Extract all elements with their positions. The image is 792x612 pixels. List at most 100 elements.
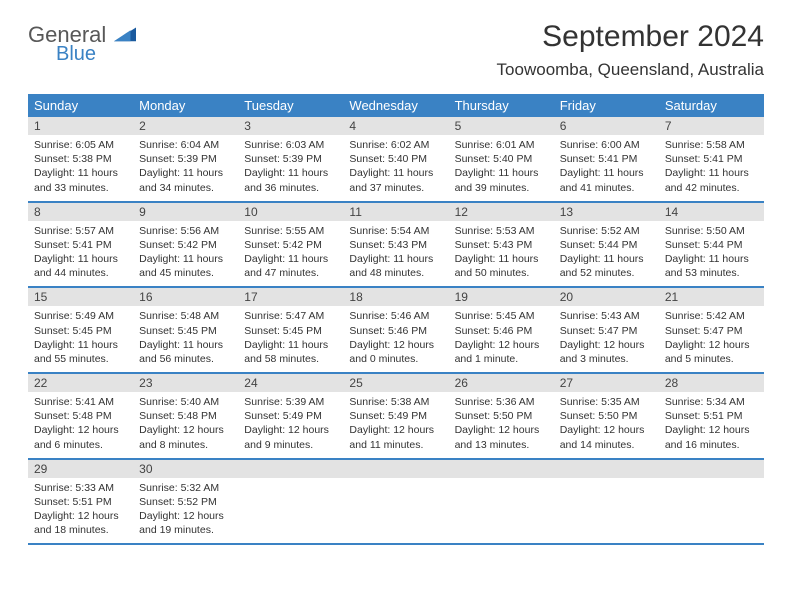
day-body: Sunrise: 5:41 AMSunset: 5:48 PMDaylight:… xyxy=(28,392,133,458)
day-body-empty xyxy=(449,478,554,536)
day-body: Sunrise: 5:48 AMSunset: 5:45 PMDaylight:… xyxy=(133,306,238,372)
day-body: Sunrise: 5:52 AMSunset: 5:44 PMDaylight:… xyxy=(554,221,659,287)
sunrise-line: Sunrise: 5:38 AM xyxy=(349,395,442,409)
sunrise-line: Sunrise: 5:46 AM xyxy=(349,309,442,323)
calendar-cell: 10Sunrise: 5:55 AMSunset: 5:42 PMDayligh… xyxy=(238,202,343,288)
sunrise-line: Sunrise: 5:39 AM xyxy=(244,395,337,409)
daylight-line-2: and 53 minutes. xyxy=(665,266,758,280)
sunrise-line: Sunrise: 6:01 AM xyxy=(455,138,548,152)
day-body: Sunrise: 5:34 AMSunset: 5:51 PMDaylight:… xyxy=(659,392,764,458)
day-number: 17 xyxy=(238,288,343,306)
day-number: 2 xyxy=(133,117,238,135)
daylight-line-1: Daylight: 11 hours xyxy=(349,166,442,180)
day-number: 18 xyxy=(343,288,448,306)
daylight-line-1: Daylight: 12 hours xyxy=(665,338,758,352)
daylight-line-2: and 34 minutes. xyxy=(139,181,232,195)
day-number-empty xyxy=(449,460,554,478)
daylight-line-1: Daylight: 12 hours xyxy=(455,338,548,352)
week-row: 8Sunrise: 5:57 AMSunset: 5:41 PMDaylight… xyxy=(28,202,764,288)
day-number: 12 xyxy=(449,203,554,221)
day-number: 21 xyxy=(659,288,764,306)
daylight-line-1: Daylight: 11 hours xyxy=(665,252,758,266)
day-body: Sunrise: 6:03 AMSunset: 5:39 PMDaylight:… xyxy=(238,135,343,201)
sunrise-line: Sunrise: 5:52 AM xyxy=(560,224,653,238)
sunset-line: Sunset: 5:47 PM xyxy=(665,324,758,338)
calendar-cell: 28Sunrise: 5:34 AMSunset: 5:51 PMDayligh… xyxy=(659,373,764,459)
calendar-cell: 29Sunrise: 5:33 AMSunset: 5:51 PMDayligh… xyxy=(28,459,133,545)
daylight-line-1: Daylight: 12 hours xyxy=(139,423,232,437)
daylight-line-1: Daylight: 12 hours xyxy=(560,338,653,352)
daylight-line-1: Daylight: 11 hours xyxy=(560,252,653,266)
day-number: 29 xyxy=(28,460,133,478)
calendar-cell xyxy=(554,459,659,545)
day-number: 13 xyxy=(554,203,659,221)
calendar-cell xyxy=(238,459,343,545)
day-number: 1 xyxy=(28,117,133,135)
sunset-line: Sunset: 5:40 PM xyxy=(349,152,442,166)
sunset-line: Sunset: 5:42 PM xyxy=(244,238,337,252)
day-number: 23 xyxy=(133,374,238,392)
daylight-line-1: Daylight: 12 hours xyxy=(455,423,548,437)
calendar-cell: 26Sunrise: 5:36 AMSunset: 5:50 PMDayligh… xyxy=(449,373,554,459)
daylight-line-1: Daylight: 11 hours xyxy=(34,166,127,180)
day-number-empty xyxy=(659,460,764,478)
calendar-cell: 2Sunrise: 6:04 AMSunset: 5:39 PMDaylight… xyxy=(133,117,238,202)
daylight-line-2: and 58 minutes. xyxy=(244,352,337,366)
dow-thursday: Thursday xyxy=(449,94,554,117)
day-body: Sunrise: 5:58 AMSunset: 5:41 PMDaylight:… xyxy=(659,135,764,201)
daylight-line-1: Daylight: 12 hours xyxy=(560,423,653,437)
daylight-line-2: and 47 minutes. xyxy=(244,266,337,280)
day-body-empty xyxy=(343,478,448,536)
daylight-line-2: and 1 minute. xyxy=(455,352,548,366)
location: Toowoomba, Queensland, Australia xyxy=(497,60,764,80)
day-number: 5 xyxy=(449,117,554,135)
daylight-line-2: and 13 minutes. xyxy=(455,438,548,452)
sunset-line: Sunset: 5:38 PM xyxy=(34,152,127,166)
daylight-line-2: and 11 minutes. xyxy=(349,438,442,452)
day-number: 19 xyxy=(449,288,554,306)
daylight-line-2: and 41 minutes. xyxy=(560,181,653,195)
sunset-line: Sunset: 5:46 PM xyxy=(349,324,442,338)
sunrise-line: Sunrise: 6:04 AM xyxy=(139,138,232,152)
sunrise-line: Sunrise: 5:34 AM xyxy=(665,395,758,409)
calendar-cell: 3Sunrise: 6:03 AMSunset: 5:39 PMDaylight… xyxy=(238,117,343,202)
day-number: 15 xyxy=(28,288,133,306)
sunset-line: Sunset: 5:50 PM xyxy=(560,409,653,423)
daylight-line-2: and 14 minutes. xyxy=(560,438,653,452)
daylight-line-2: and 55 minutes. xyxy=(34,352,127,366)
calendar-cell: 14Sunrise: 5:50 AMSunset: 5:44 PMDayligh… xyxy=(659,202,764,288)
sunrise-line: Sunrise: 6:05 AM xyxy=(34,138,127,152)
logo: General Blue xyxy=(28,20,136,64)
calendar-cell: 9Sunrise: 5:56 AMSunset: 5:42 PMDaylight… xyxy=(133,202,238,288)
daylight-line-2: and 56 minutes. xyxy=(139,352,232,366)
day-body: Sunrise: 5:53 AMSunset: 5:43 PMDaylight:… xyxy=(449,221,554,287)
daylight-line-2: and 5 minutes. xyxy=(665,352,758,366)
daylight-line-1: Daylight: 12 hours xyxy=(349,338,442,352)
daylight-line-2: and 16 minutes. xyxy=(665,438,758,452)
day-number-empty xyxy=(343,460,448,478)
daylight-line-2: and 8 minutes. xyxy=(139,438,232,452)
calendar-cell: 13Sunrise: 5:52 AMSunset: 5:44 PMDayligh… xyxy=(554,202,659,288)
sunset-line: Sunset: 5:43 PM xyxy=(349,238,442,252)
sunrise-line: Sunrise: 5:54 AM xyxy=(349,224,442,238)
sunrise-line: Sunrise: 5:35 AM xyxy=(560,395,653,409)
calendar-cell: 5Sunrise: 6:01 AMSunset: 5:40 PMDaylight… xyxy=(449,117,554,202)
day-body: Sunrise: 5:45 AMSunset: 5:46 PMDaylight:… xyxy=(449,306,554,372)
day-number: 26 xyxy=(449,374,554,392)
daylight-line-1: Daylight: 12 hours xyxy=(665,423,758,437)
sunrise-line: Sunrise: 5:49 AM xyxy=(34,309,127,323)
daylight-line-1: Daylight: 11 hours xyxy=(244,338,337,352)
sunset-line: Sunset: 5:44 PM xyxy=(665,238,758,252)
day-number: 3 xyxy=(238,117,343,135)
sunset-line: Sunset: 5:41 PM xyxy=(560,152,653,166)
day-number: 20 xyxy=(554,288,659,306)
sunrise-line: Sunrise: 5:42 AM xyxy=(665,309,758,323)
sunrise-line: Sunrise: 5:47 AM xyxy=(244,309,337,323)
sunset-line: Sunset: 5:51 PM xyxy=(665,409,758,423)
day-number: 11 xyxy=(343,203,448,221)
day-body: Sunrise: 5:39 AMSunset: 5:49 PMDaylight:… xyxy=(238,392,343,458)
sunrise-line: Sunrise: 5:48 AM xyxy=(139,309,232,323)
day-number-empty xyxy=(554,460,659,478)
dow-tuesday: Tuesday xyxy=(238,94,343,117)
daylight-line-1: Daylight: 11 hours xyxy=(560,166,653,180)
